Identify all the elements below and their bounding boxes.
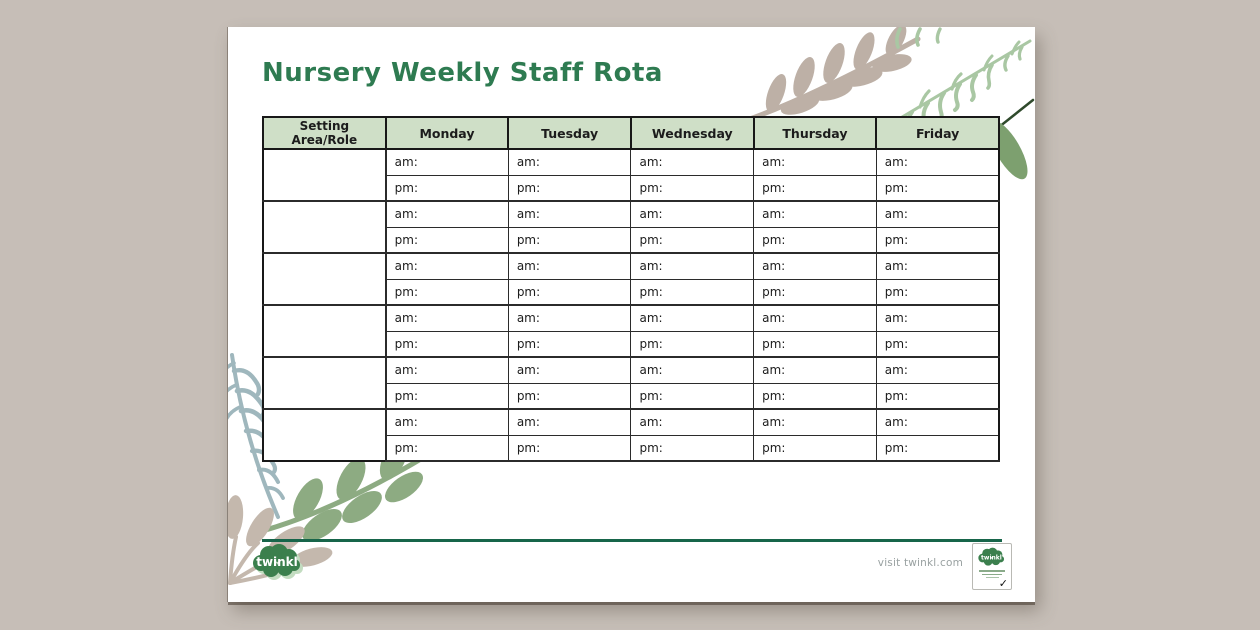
am-cell-monday[interactable]: am:	[385, 356, 509, 384]
pm-cell-wednesday[interactable]: pm:	[630, 226, 755, 254]
pm-cell-monday[interactable]: pm:	[385, 382, 509, 410]
pm-cell-thursday[interactable]: pm:	[753, 330, 877, 358]
pm-cell-tuesday[interactable]: pm:	[507, 174, 632, 202]
pm-cell-tuesday[interactable]: pm:	[507, 226, 632, 254]
rota-row-pm: pm: pm: pm: pm: pm:	[263, 226, 1000, 254]
pm-cell-wednesday[interactable]: pm:	[630, 278, 755, 306]
rota-row-pm: pm: pm: pm: pm: pm:	[263, 278, 1000, 306]
am-cell-wednesday[interactable]: am:	[630, 252, 755, 280]
rota-row-am: am: am: am: am: am:	[262, 252, 1000, 306]
pm-cell-tuesday[interactable]: pm:	[507, 434, 632, 462]
setting-area-cell[interactable]	[262, 148, 387, 202]
am-cell-tuesday[interactable]: am:	[507, 304, 632, 332]
pm-cell-thursday[interactable]: pm:	[753, 278, 877, 306]
setting-area-cell[interactable]	[262, 408, 387, 462]
am-cell-wednesday[interactable]: am:	[630, 304, 755, 332]
footer-divider	[262, 539, 1002, 542]
pm-cell-tuesday[interactable]: pm:	[507, 382, 632, 410]
pm-cell-wednesday[interactable]: pm:	[630, 434, 755, 462]
pm-cell-monday[interactable]: pm:	[385, 174, 509, 202]
pm-cell-friday[interactable]: pm:	[875, 330, 1000, 358]
pm-cell-thursday[interactable]: pm:	[753, 434, 877, 462]
pm-cell-friday[interactable]: pm:	[875, 226, 1000, 254]
rota-table: Setting Area/Role Monday Tuesday Wednesday T…	[262, 116, 1000, 462]
twinkl-logo-label: twinkl	[256, 555, 298, 569]
day-header-monday: Monday	[384, 116, 510, 150]
pm-cell-thursday[interactable]: pm:	[753, 174, 877, 202]
pm-cell-friday[interactable]: pm:	[875, 434, 1000, 462]
pm-cell-monday[interactable]: pm:	[385, 434, 509, 462]
am-cell-monday[interactable]: am:	[385, 408, 509, 436]
day-header-thursday: Thursday	[752, 116, 878, 150]
twinkl-badge-logo-icon: twinkl	[978, 547, 1005, 566]
document-page: Nursery Weekly Staff Rota Setting Area/R…	[228, 27, 1035, 602]
leaf-branch-taupe-top-right	[747, 27, 921, 122]
am-cell-thursday[interactable]: am:	[753, 408, 877, 436]
am-cell-monday[interactable]: am:	[385, 148, 509, 176]
rota-row-am: am: am: am: am: am:	[262, 304, 1000, 358]
am-cell-friday[interactable]: am:	[875, 408, 1000, 436]
pm-cell-tuesday[interactable]: pm:	[507, 330, 632, 358]
pm-cell-wednesday[interactable]: pm:	[630, 174, 755, 202]
rota-row-am: am: am: am: am: am:	[262, 148, 1000, 202]
pm-cell-thursday[interactable]: pm:	[753, 382, 877, 410]
am-cell-monday[interactable]: am:	[385, 252, 509, 280]
am-cell-tuesday[interactable]: am:	[507, 252, 632, 280]
pm-cell-monday[interactable]: pm:	[385, 278, 509, 306]
am-cell-thursday[interactable]: am:	[753, 252, 877, 280]
pm-cell-wednesday[interactable]: pm:	[630, 382, 755, 410]
am-cell-thursday[interactable]: am:	[753, 304, 877, 332]
rota-row-pm: pm: pm: pm: pm: pm:	[263, 382, 1000, 410]
am-cell-wednesday[interactable]: am:	[630, 356, 755, 384]
am-cell-tuesday[interactable]: am:	[507, 408, 632, 436]
header-row: Setting Area/Role Monday Tuesday Wednesday T…	[262, 116, 1000, 150]
am-cell-monday[interactable]: am:	[385, 304, 509, 332]
setting-area-cell[interactable]	[262, 252, 387, 306]
checkmark-icon: ✓	[998, 577, 1008, 590]
am-cell-wednesday[interactable]: am:	[630, 408, 755, 436]
corner-header: Setting Area/Role	[262, 116, 387, 150]
rota-row-am: am: am: am: am: am:	[262, 200, 1000, 254]
pm-cell-friday[interactable]: pm:	[875, 174, 1000, 202]
setting-area-cell[interactable]	[262, 356, 387, 410]
am-cell-thursday[interactable]: am:	[753, 200, 877, 228]
pm-cell-monday[interactable]: pm:	[385, 226, 509, 254]
rota-row-am: am: am: am: am: am:	[262, 356, 1000, 410]
am-cell-friday[interactable]: am:	[875, 252, 1000, 280]
day-header-tuesday: Tuesday	[507, 116, 632, 150]
setting-area-cell[interactable]	[262, 200, 387, 254]
page-title: Nursery Weekly Staff Rota	[262, 58, 663, 88]
pm-cell-friday[interactable]: pm:	[875, 278, 1000, 306]
pm-cell-tuesday[interactable]: pm:	[507, 278, 632, 306]
day-header-wednesday: Wednesday	[629, 116, 755, 150]
am-cell-tuesday[interactable]: am:	[507, 356, 632, 384]
pm-cell-monday[interactable]: pm:	[385, 330, 509, 358]
rota-table-body: am: am: am: am: am: pm: pm: pm: pm: pm: am: am: am: a…	[262, 148, 1000, 462]
am-cell-tuesday[interactable]: am:	[507, 200, 632, 228]
am-cell-friday[interactable]: am:	[875, 200, 1000, 228]
pm-cell-thursday[interactable]: pm:	[753, 226, 877, 254]
twinkl-logo: twinkl	[253, 544, 303, 580]
setting-area-cell[interactable]	[262, 304, 387, 358]
am-cell-friday[interactable]: am:	[875, 304, 1000, 332]
am-cell-friday[interactable]: am:	[875, 356, 1000, 384]
am-cell-wednesday[interactable]: am:	[630, 200, 755, 228]
am-cell-tuesday[interactable]: am:	[507, 148, 632, 176]
am-cell-wednesday[interactable]: am:	[630, 148, 755, 176]
am-cell-thursday[interactable]: am:	[753, 356, 877, 384]
twinkl-quality-badge: twinkl ✓	[972, 543, 1012, 590]
twinkl-badge-logo-label: twinkl	[981, 555, 1002, 562]
am-cell-monday[interactable]: am:	[385, 200, 509, 228]
rota-row-pm: pm: pm: pm: pm: pm:	[263, 174, 1000, 202]
pm-cell-wednesday[interactable]: pm:	[630, 330, 755, 358]
visit-twinkl-link: visit twinkl.com	[877, 557, 963, 569]
am-cell-thursday[interactable]: am:	[753, 148, 877, 176]
rota-row-am: am: am: am: am: am:	[262, 408, 1000, 462]
am-cell-friday[interactable]: am:	[875, 148, 1000, 176]
day-header-friday: Friday	[875, 116, 1000, 150]
badge-caption-lines	[978, 569, 1006, 580]
rota-row-pm: pm: pm: pm: pm: pm:	[263, 330, 1000, 358]
pm-cell-friday[interactable]: pm:	[875, 382, 1000, 410]
